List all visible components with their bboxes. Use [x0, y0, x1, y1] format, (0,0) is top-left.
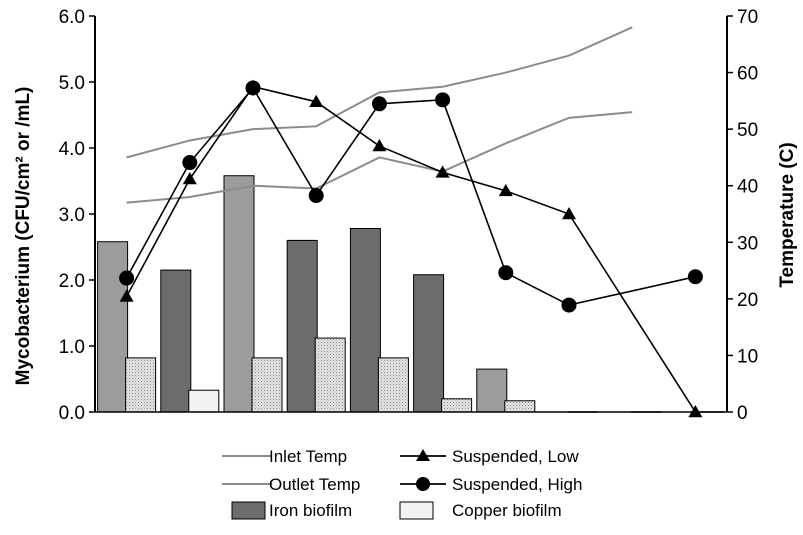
suspended-lowlegend-marker [416, 449, 430, 461]
copper-biofilm-bar [504, 400, 536, 413]
suspended-low-point [562, 207, 576, 220]
right-tick-label: 10 [737, 346, 758, 367]
axes: 0.0 1.0 2.0 3.0 4.0 5.0 6.0 0 10 20 30 40 50 60 70 [59, 7, 759, 424]
right-tick-label: 20 [737, 290, 758, 311]
right-tick-label: 30 [737, 233, 758, 254]
copper-biofilmlegend-label: Copper biofilm [452, 501, 562, 520]
suspended-low-point [688, 405, 703, 418]
suspended-highlegend-marker [416, 477, 430, 491]
suspended-low-point [498, 183, 513, 197]
right-tick-label: 60 [737, 64, 758, 85]
outlet-templegend-label: Outlet Temp [269, 475, 360, 494]
left-tick-label: 2.0 [59, 271, 85, 292]
suspended-high-point [435, 92, 451, 108]
right-axis-title: Temperature (C) [777, 142, 798, 287]
suspended-low-point [372, 139, 387, 152]
left-tick-label: 6.0 [59, 7, 85, 28]
iron-biofilmlegend-swatch [231, 501, 266, 520]
copper-biofilm-bar [441, 398, 473, 413]
left-tick-label: 1.0 [59, 337, 85, 358]
right-tick-label: 40 [737, 177, 758, 198]
suspended-high-point [245, 80, 261, 96]
suspended-high-point [561, 297, 577, 313]
copper-biofilm-bar [377, 357, 409, 413]
right-tick-label: 50 [737, 120, 758, 141]
left-axis-title: Mycobacterium (CFU/cm² or /mL) [13, 87, 34, 386]
iron-biofilm-bar [97, 241, 129, 413]
suspended-high-point [182, 155, 198, 171]
left-tick-label: 5.0 [59, 73, 85, 94]
copper-biofilm-bar [251, 357, 283, 413]
suspended-low-point [435, 165, 450, 178]
copper-biofilmlegend-swatch [399, 501, 434, 520]
right-tick-label: 70 [737, 7, 758, 28]
suspended-low-point [182, 172, 197, 185]
suspended-low-point [119, 289, 134, 302]
left-tick-label: 0.0 [59, 403, 85, 424]
plot-area [97, 26, 725, 418]
iron-biofilm-bar [160, 269, 192, 413]
suspended-lowlegend-label: Suspended, Low [452, 447, 579, 466]
iron-biofilm-bar [286, 239, 318, 413]
suspended-high-point [687, 269, 703, 285]
outlet-temp-line [126, 111, 633, 204]
suspended-highlegend-label: Suspended, High [452, 475, 582, 494]
left-tick-label: 3.0 [59, 205, 85, 226]
suspended-low-point [309, 94, 324, 108]
suspended-high-point [371, 96, 387, 112]
suspended-highline [125, 86, 696, 306]
suspended-high-point [119, 270, 135, 286]
legend: Inlet Temp Suspended, Low Outlet Temp Suspe… [222, 447, 582, 520]
suspended-high-point [308, 188, 324, 204]
inlet-templegend-label: Inlet Temp [269, 447, 347, 466]
iron-biofilm-bar [223, 175, 255, 413]
iron-biofilm-bar [413, 274, 445, 413]
iron-biofilm-bar [349, 228, 381, 413]
copper-biofilm-bar [188, 389, 220, 413]
copper-biofilm-bar [125, 357, 157, 413]
suspended-high-point [498, 265, 514, 281]
iron-biofilmlegend-label: Iron biofilm [269, 501, 352, 520]
right-tick-label: 0 [737, 403, 748, 424]
iron-biofilm-bar [476, 368, 508, 413]
copper-biofilm-bar [314, 337, 346, 413]
left-tick-label: 4.0 [59, 139, 85, 160]
inlet-temp-line [126, 26, 633, 159]
